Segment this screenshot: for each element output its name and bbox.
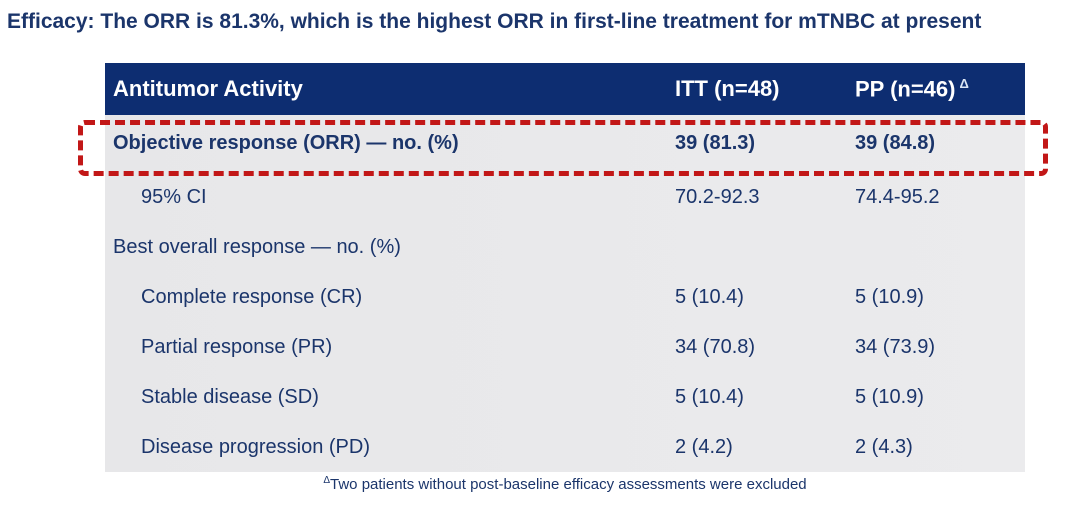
row-label: 95% CI <box>141 185 207 208</box>
pp-superscript-delta: Δ <box>959 75 969 91</box>
pp-value: 5 (10.9) <box>855 385 924 408</box>
itt-value: 39 (81.3) <box>675 132 756 154</box>
row-label: Partial response (PR) <box>141 335 333 358</box>
pp-value: 2 (4.3) <box>855 435 913 458</box>
table-row-complete-response: Complete response (CR) 5 (10.4) 5 (10.9) <box>105 272 1025 322</box>
itt-value: 5 (10.4) <box>675 385 744 408</box>
page-title: Efficacy: The ORR is 81.3%, which is the… <box>7 10 982 33</box>
footnote: ΔTwo patients without post-baseline effi… <box>105 475 1025 493</box>
header-cell-itt: ITT (n=48) <box>675 76 780 101</box>
row-label: Disease progression (PD) <box>141 435 370 458</box>
itt-value: 2 (4.2) <box>675 435 733 458</box>
row-label: Stable disease (SD) <box>141 385 319 408</box>
table-row-95ci: 95% CI 70.2-92.3 74.4-95.2 <box>105 172 1025 222</box>
itt-value: 5 (10.4) <box>675 285 744 308</box>
table-row-best-overall-response: Best overall response — no. (%) <box>105 222 1025 272</box>
table-row-partial-response: Partial response (PR) 34 (70.8) 34 (73.9… <box>105 322 1025 372</box>
header-cell-pp-label: PP (n=46) <box>855 76 956 102</box>
pp-value: 74.4-95.2 <box>855 185 940 208</box>
row-label: Best overall response — no. (%) <box>113 235 401 258</box>
itt-value: 34 (70.8) <box>675 335 756 358</box>
table-row-orr: Objective response (ORR) — no. (%) 39 (8… <box>105 115 1025 172</box>
header-cell-antitumor-activity: Antitumor Activity <box>113 76 303 101</box>
table-header-row: Antitumor Activity ITT (n=48) PP (n=46) Δ <box>105 63 1025 115</box>
itt-value: 70.2-92.3 <box>675 185 760 208</box>
table-row-stable-disease: Stable disease (SD) 5 (10.4) 5 (10.9) <box>105 372 1025 422</box>
footnote-text: Two patients without post-baseline effic… <box>330 476 807 493</box>
header-cell-pp: PP (n=46) Δ <box>855 76 1025 102</box>
results-table: Antitumor Activity ITT (n=48) PP (n=46) Δ… <box>105 63 1025 472</box>
table-body: Objective response (ORR) — no. (%) 39 (8… <box>105 115 1025 472</box>
pp-value: 39 (84.8) <box>855 132 936 154</box>
row-label: Complete response (CR) <box>141 285 363 308</box>
table-row-disease-progression: Disease progression (PD) 2 (4.2) 2 (4.3) <box>105 422 1025 472</box>
pp-value: 5 (10.9) <box>855 285 924 308</box>
pp-value: 34 (73.9) <box>855 335 936 358</box>
footnote-superscript-delta: Δ <box>323 475 331 486</box>
row-label: Objective response (ORR) — no. (%) <box>113 132 459 154</box>
